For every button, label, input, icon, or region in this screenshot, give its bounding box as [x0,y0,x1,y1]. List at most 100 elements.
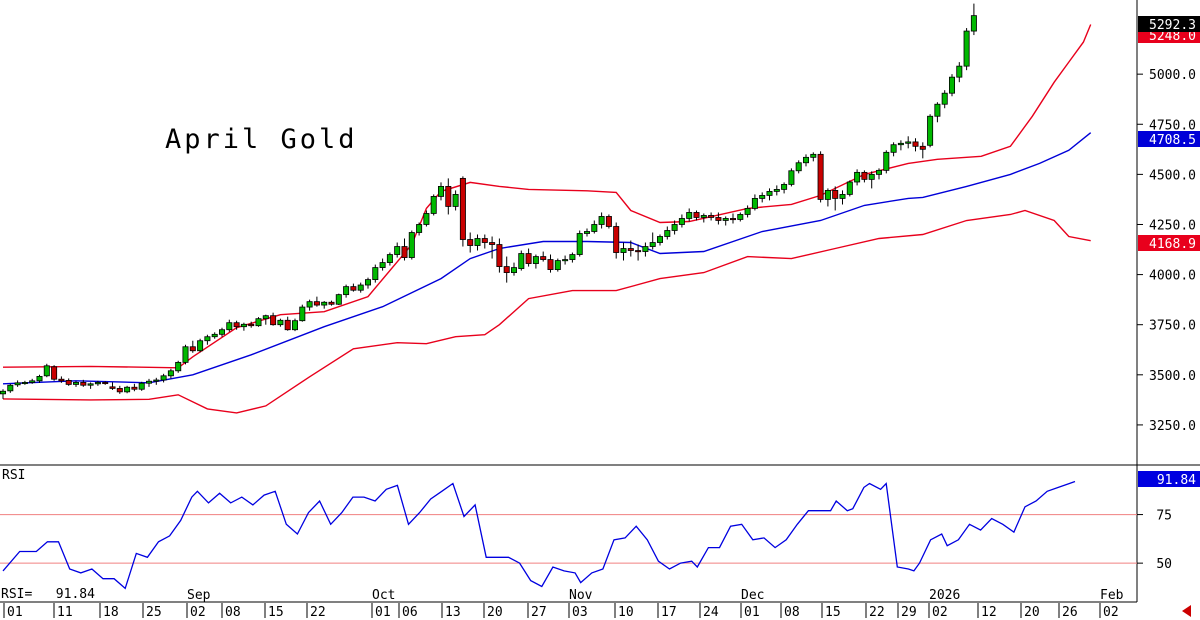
date-tick-label: 18 [103,605,119,620]
candle-body [620,248,627,253]
candle [364,277,371,289]
candle-body [890,144,897,153]
candle-body [80,382,87,386]
candle [299,304,306,322]
candle [832,186,839,211]
candle-body [321,301,328,306]
candle [248,321,255,328]
date-tick-label: 27 [531,605,547,620]
candle [810,152,817,162]
price-tag: 5292.3 [1138,16,1200,33]
candle-body [562,259,569,262]
candle [883,150,890,174]
candle-body [175,361,182,372]
candle-body [876,169,883,175]
candle-body [430,196,437,214]
candle [554,258,561,272]
candle [291,318,298,332]
candle [474,234,481,251]
candle-body [467,239,474,246]
candle-body [547,259,554,270]
candle-body [569,254,576,260]
candle [394,242,401,258]
candle-body [832,190,839,199]
candle [598,212,605,229]
date-tick-label: 01 [744,605,760,620]
candle-body [868,173,875,180]
candle [591,220,598,234]
candle [270,312,277,326]
price-tag: 4168.9 [1138,235,1200,252]
candle [803,154,810,167]
candle-body [248,323,255,327]
candle [7,383,14,393]
candle [970,3,977,36]
candle [525,248,532,267]
candle-body [94,382,101,385]
candle [657,234,664,246]
candle [124,385,131,394]
scroll-left-icon[interactable] [1182,605,1191,617]
candle-body [949,76,956,94]
candle [51,365,58,381]
candle-body [73,382,80,385]
candle [737,212,744,222]
date-tick-label: 02 [1103,605,1119,620]
date-tick-label: 20 [487,605,503,620]
candle-body [803,156,810,164]
candle [576,230,583,257]
candle-body [416,224,423,233]
date-tick-label: 22 [310,605,326,620]
candles [0,3,977,399]
candle [861,170,868,183]
candle-body [700,215,707,218]
candle [445,178,452,215]
rsi-tag: 91.84 [1138,471,1200,488]
candle [240,322,247,331]
rsi-tag-bg [1138,471,1200,487]
date-tick-label: 25 [146,605,162,620]
candle [65,378,72,386]
candle-body [737,214,744,220]
candle-body [364,279,371,286]
candle-body [43,365,50,377]
candle [730,213,737,224]
candle [795,160,802,174]
candle [700,213,707,223]
candle-body [759,195,766,199]
candle [321,301,328,309]
date-tick-label: 20 [1024,605,1040,620]
candle [766,188,773,201]
candle [664,226,671,240]
candle-body [927,115,934,146]
candle-body [51,366,58,380]
candle-body [846,181,853,195]
candle [897,140,904,151]
candle-body [751,198,758,209]
candle [197,338,204,353]
candle [430,194,437,216]
candle-body [116,388,123,393]
candle [605,214,612,229]
candle-body [102,382,109,385]
candle-body [328,301,335,305]
bb-middle-line [2,132,1092,385]
candle-body [956,65,963,78]
candle-body [211,333,218,338]
date-tick-label: 12 [981,605,997,620]
candle [744,205,751,218]
rsi-label: RSI [2,468,25,483]
candle-body [671,224,678,231]
candle-body [686,212,693,219]
candle [94,380,101,386]
candle-body [87,383,94,386]
candle-body [963,30,970,67]
candle [649,232,656,250]
candle [182,344,189,365]
rsi-levels [0,514,1137,564]
candle-body [218,329,225,335]
candle-body [730,218,737,221]
candle [204,334,211,345]
bb-upper-line [2,24,1092,369]
candle-body [65,380,72,385]
